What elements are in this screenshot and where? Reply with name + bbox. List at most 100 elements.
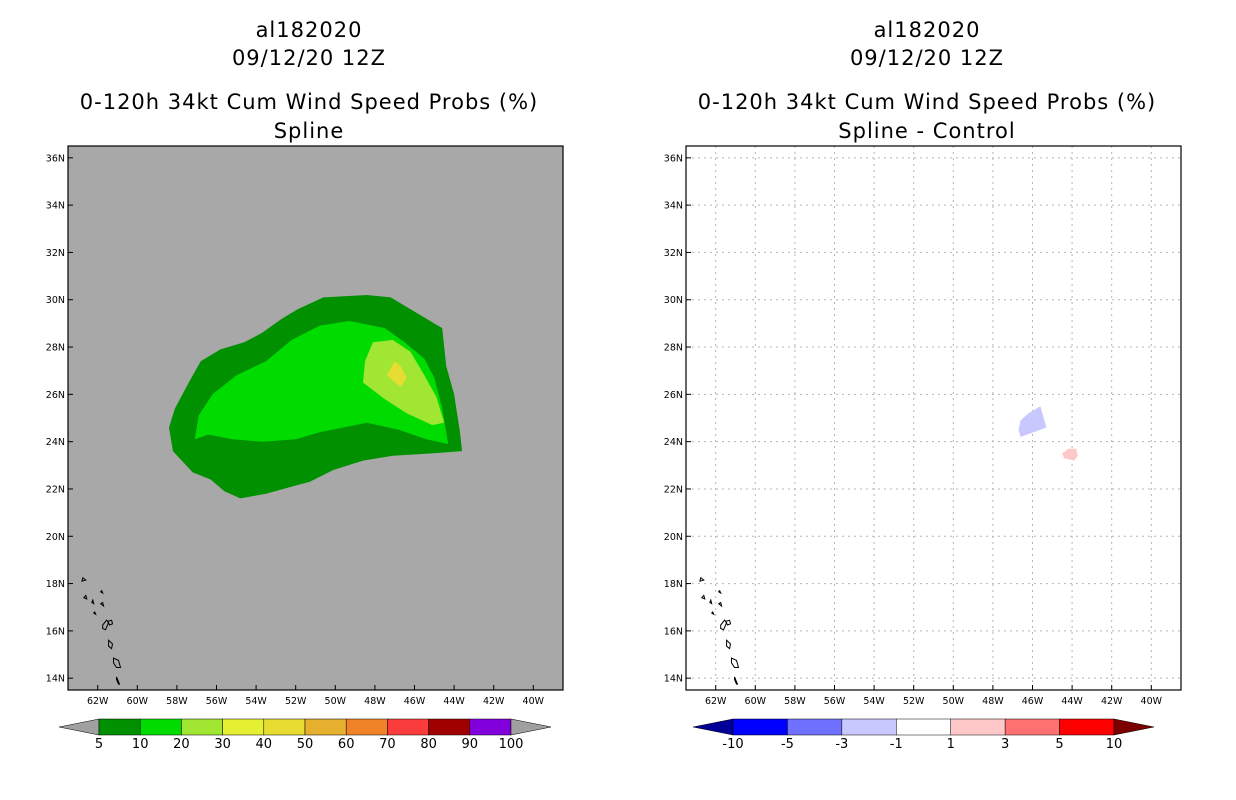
y-tick-label: 26N bbox=[46, 390, 65, 401]
y-tick-label: 14N bbox=[664, 674, 683, 685]
colorbar-label: -3 bbox=[835, 737, 848, 752]
chart-title: 0-120h 34kt Cum Wind Speed Probs (%) bbox=[79, 90, 539, 114]
island-outline bbox=[710, 610, 715, 616]
x-tick-label: 58W bbox=[784, 696, 806, 707]
x-tick-label: 50W bbox=[325, 696, 347, 707]
island-outline bbox=[108, 639, 114, 650]
y-tick-label: 16N bbox=[664, 626, 683, 637]
island-outline bbox=[99, 589, 104, 595]
colorbar-label: 5 bbox=[95, 737, 103, 752]
colorbar-box bbox=[732, 718, 788, 736]
island-outline bbox=[700, 594, 706, 600]
x-tick-label: 56W bbox=[824, 696, 846, 707]
x-tick-label: 44W bbox=[1061, 696, 1083, 707]
y-tick-label: 18N bbox=[664, 579, 683, 590]
contour--3 to -1 bbox=[1018, 406, 1047, 437]
y-tick-label: 34N bbox=[46, 201, 65, 212]
x-tick-label: 54W bbox=[245, 696, 267, 707]
y-tick-label: 14N bbox=[46, 674, 65, 685]
colorbar-label: 10 bbox=[1106, 737, 1123, 752]
x-tick-label: 40W bbox=[523, 696, 545, 707]
x-tick-label: 42W bbox=[1101, 696, 1123, 707]
y-tick-label: 22N bbox=[664, 484, 683, 495]
y-tick-label: 26N bbox=[664, 390, 683, 401]
y-tick-label: 36N bbox=[46, 153, 65, 164]
colorbar-label: 90 bbox=[462, 737, 479, 752]
colorbar-label: 5 bbox=[1055, 737, 1063, 752]
x-tick-label: 58W bbox=[166, 696, 188, 707]
y-tick-label: 22N bbox=[46, 484, 65, 495]
colorbar-label: 50 bbox=[297, 737, 314, 752]
colorbar-box bbox=[469, 718, 512, 736]
colorbar-box bbox=[222, 718, 265, 736]
date-label: 09/12/20 12Z bbox=[849, 46, 1005, 70]
chart-subtitle: Spline - Control bbox=[838, 119, 1016, 143]
x-tick-label: 62W bbox=[87, 696, 109, 707]
colorbar-label: 70 bbox=[379, 737, 396, 752]
colorbar-label: 1 bbox=[947, 737, 955, 752]
colorbar-box bbox=[263, 718, 306, 736]
island-outline bbox=[726, 639, 732, 650]
contour-30-40 bbox=[386, 361, 407, 388]
colorbar-label: 100 bbox=[499, 737, 524, 752]
colorbar-label: 80 bbox=[420, 737, 437, 752]
colorbar-label: -5 bbox=[781, 737, 794, 752]
x-tick-label: 60W bbox=[127, 696, 149, 707]
colorbar-label: -10 bbox=[722, 737, 743, 752]
x-tick-label: 46W bbox=[404, 696, 426, 707]
colorbar-arrow-high bbox=[1113, 718, 1155, 736]
x-tick-label: 52W bbox=[903, 696, 925, 707]
chart-subtitle: Spline bbox=[273, 119, 345, 143]
colorbar-arrow-low bbox=[58, 718, 100, 736]
y-tick-label: 28N bbox=[46, 343, 65, 354]
colorbar-label: 40 bbox=[256, 737, 273, 752]
x-tick-label: 48W bbox=[982, 696, 1004, 707]
colorbar-box bbox=[345, 718, 388, 736]
y-tick-label: 36N bbox=[664, 153, 683, 164]
colorbar-label: 20 bbox=[173, 737, 190, 752]
y-tick-label: 16N bbox=[46, 626, 65, 637]
plot-frame bbox=[67, 145, 564, 691]
island-outline bbox=[717, 601, 723, 608]
y-tick-label: 34N bbox=[664, 201, 683, 212]
y-tick-label: 18N bbox=[46, 579, 65, 590]
map-plot: 62W 60W 58W 56W 54W 52W 50W 48W 46W 44W 42W 40W 14N 1… bbox=[46, 145, 564, 752]
colorbar-box bbox=[896, 718, 951, 736]
colorbar-box bbox=[98, 718, 141, 736]
colorbar-box bbox=[428, 718, 471, 736]
colorbar-label: -1 bbox=[890, 737, 903, 752]
island-outline bbox=[99, 601, 105, 608]
y-tick-label: 30N bbox=[46, 295, 65, 306]
island-outline bbox=[717, 589, 722, 595]
colorbar-box bbox=[787, 718, 843, 736]
colorbar-box bbox=[181, 718, 223, 736]
colorbar-box bbox=[139, 718, 182, 736]
island-outline bbox=[724, 619, 732, 626]
y-tick-label: 32N bbox=[664, 248, 683, 259]
x-tick-label: 50W bbox=[943, 696, 965, 707]
map-plot: 62W 60W 58W 56W 54W 52W 50W 48W 46W 44W 42W 40W 14N 1… bbox=[664, 145, 1182, 752]
island-outline bbox=[92, 610, 97, 616]
y-tick-label: 32N bbox=[46, 248, 65, 259]
colorbar-box bbox=[841, 718, 897, 736]
x-tick-label: 54W bbox=[863, 696, 885, 707]
y-tick-label: 20N bbox=[46, 532, 65, 543]
island-outline bbox=[734, 676, 739, 685]
island-outline bbox=[113, 657, 122, 668]
chart-panel-spline: al182020 09/12/20 12Z 0-120h 34kt Cum Wi… bbox=[46, 18, 564, 752]
colorbar-box bbox=[1059, 718, 1115, 736]
colorbar-box bbox=[304, 718, 347, 736]
y-tick-label: 30N bbox=[664, 295, 683, 306]
x-tick-label: 52W bbox=[285, 696, 307, 707]
plot-background bbox=[686, 146, 1181, 690]
chart-panel-difference: al182020 09/12/20 12Z 0-120h 34kt Cum Wi… bbox=[618, 0, 1236, 800]
x-tick-label: 40W bbox=[1141, 696, 1163, 707]
date-label: 09/12/20 12Z bbox=[231, 46, 387, 70]
x-tick-label: 56W bbox=[206, 696, 228, 707]
colorbar-box bbox=[387, 718, 429, 736]
colorbar-box bbox=[1004, 718, 1060, 736]
x-tick-label: 62W bbox=[705, 696, 727, 707]
colorbar-label: 60 bbox=[338, 737, 355, 752]
island-outline bbox=[709, 598, 713, 605]
island-outline bbox=[91, 598, 95, 605]
